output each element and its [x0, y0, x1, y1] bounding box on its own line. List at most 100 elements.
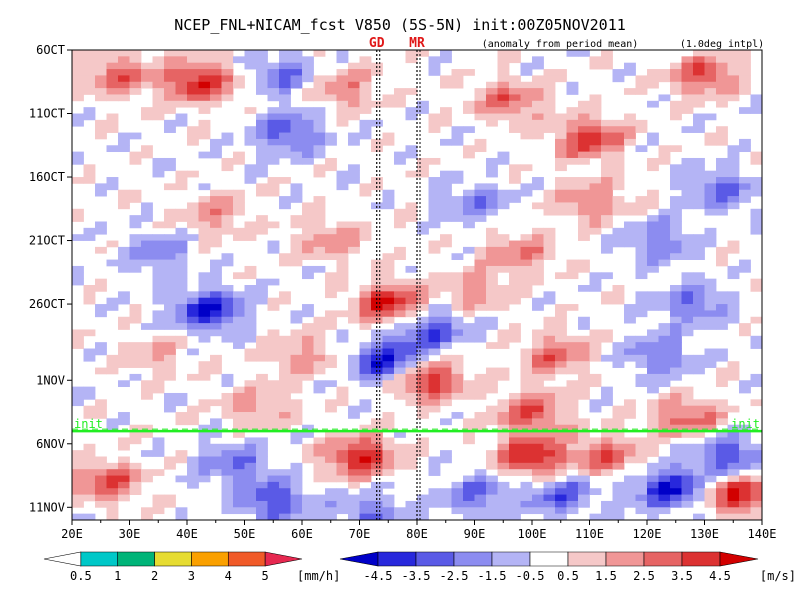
anomaly-cell	[129, 316, 142, 324]
anomaly-cell	[210, 443, 222, 451]
anomaly-cell	[440, 177, 452, 184]
anomaly-cell	[175, 265, 188, 273]
anomaly-cell	[658, 253, 671, 260]
anomaly-cell	[233, 56, 245, 64]
anomaly-cell	[497, 297, 510, 305]
anomaly-cell	[509, 462, 521, 470]
anomaly-cell	[302, 253, 314, 260]
anomaly-cell	[256, 443, 268, 451]
anomaly-cell	[704, 183, 717, 191]
anomaly-cell	[681, 94, 694, 102]
anomaly-cell	[187, 418, 199, 426]
anomaly-cell	[589, 513, 602, 520]
anomaly-cell	[647, 348, 659, 356]
anomaly-cell	[198, 475, 211, 483]
anomaly-cell	[336, 278, 349, 286]
anomaly-cell	[244, 507, 257, 515]
anomaly-cell	[118, 443, 130, 451]
anomaly-cell	[83, 69, 96, 76]
anomaly-cell	[635, 443, 648, 451]
anomaly-cell	[221, 335, 234, 343]
anomaly-cell	[221, 81, 234, 89]
anomaly-cell	[348, 88, 360, 95]
anomaly-cell	[635, 240, 648, 248]
anomaly-cell	[256, 500, 268, 508]
anomaly-cell	[198, 329, 211, 337]
anomaly-cell	[256, 494, 268, 502]
anomaly-cell	[658, 151, 671, 159]
anomaly-cell	[451, 367, 464, 375]
anomaly-cell	[210, 469, 222, 476]
anomaly-cell	[578, 342, 590, 349]
anomaly-cell	[578, 418, 590, 426]
anomaly-cell	[486, 488, 498, 495]
anomaly-cell	[359, 380, 372, 388]
anomaly-cell	[417, 513, 429, 520]
anomaly-cell	[394, 342, 406, 349]
anomaly-cell	[486, 380, 498, 388]
anomaly-cell	[336, 75, 349, 83]
anomaly-cell	[83, 348, 96, 356]
anomaly-cell	[532, 304, 544, 311]
anomaly-cell	[647, 253, 659, 260]
anomaly-cell	[739, 145, 751, 153]
anomaly-cell	[486, 412, 498, 419]
anomaly-cell	[486, 88, 498, 95]
anomaly-cell	[520, 507, 533, 515]
anomaly-cell	[382, 342, 395, 349]
anomaly-cell	[279, 348, 291, 356]
anomaly-cell	[601, 291, 613, 299]
anomaly-cell	[428, 208, 441, 216]
anomaly-cell	[670, 431, 682, 438]
anomaly-cell	[681, 475, 694, 483]
anomaly-cell	[359, 354, 372, 362]
anomaly-cell	[681, 405, 694, 413]
anomaly-cell	[95, 81, 107, 89]
anomaly-cell	[382, 253, 395, 260]
anomaly-cell	[302, 323, 314, 330]
anomaly-cell	[658, 335, 671, 343]
anomaly-cell	[520, 259, 533, 267]
anomaly-cell	[716, 75, 728, 83]
anomaly-cell	[532, 272, 544, 280]
anomaly-cell	[486, 481, 498, 489]
anomaly-cell	[290, 221, 303, 229]
anomaly-cell	[716, 132, 728, 140]
anomaly-cell	[578, 481, 590, 489]
anomaly-cell	[267, 119, 280, 127]
anomaly-cell	[693, 323, 705, 330]
anomaly-cell	[152, 310, 165, 318]
anomaly-cell	[612, 443, 625, 451]
anomaly-cell	[716, 310, 728, 318]
anomaly-cell	[279, 481, 291, 489]
anomaly-cell	[141, 246, 153, 254]
anomaly-cell	[440, 392, 452, 400]
anomaly-cell	[371, 418, 383, 426]
anomaly-cell	[405, 113, 418, 121]
anomaly-cell	[279, 94, 291, 102]
anomaly-cell	[497, 500, 510, 508]
anomaly-cell	[279, 132, 291, 140]
anomaly-cell	[359, 297, 372, 305]
anomaly-cell	[187, 373, 199, 381]
anomaly-cell	[704, 488, 717, 495]
anomaly-cell	[267, 81, 280, 89]
anomaly-cell	[520, 500, 533, 508]
anomaly-cell	[290, 348, 303, 356]
anomaly-cell	[417, 348, 429, 356]
anomaly-cell	[543, 392, 556, 400]
anomaly-cell	[658, 145, 671, 153]
anomaly-cell	[313, 215, 326, 222]
anomaly-cell	[428, 196, 441, 203]
anomaly-cell	[647, 361, 659, 368]
anomaly-cell	[497, 253, 510, 260]
anomaly-cell	[440, 316, 452, 324]
anomaly-cell	[302, 107, 314, 114]
anomaly-cell	[417, 361, 429, 368]
anomaly-cell	[290, 196, 303, 203]
anomaly-cell	[302, 138, 314, 146]
anomaly-cell	[543, 443, 556, 451]
anomaly-cell	[612, 462, 625, 470]
anomaly-cell	[118, 323, 130, 330]
anomaly-cell	[313, 335, 326, 343]
